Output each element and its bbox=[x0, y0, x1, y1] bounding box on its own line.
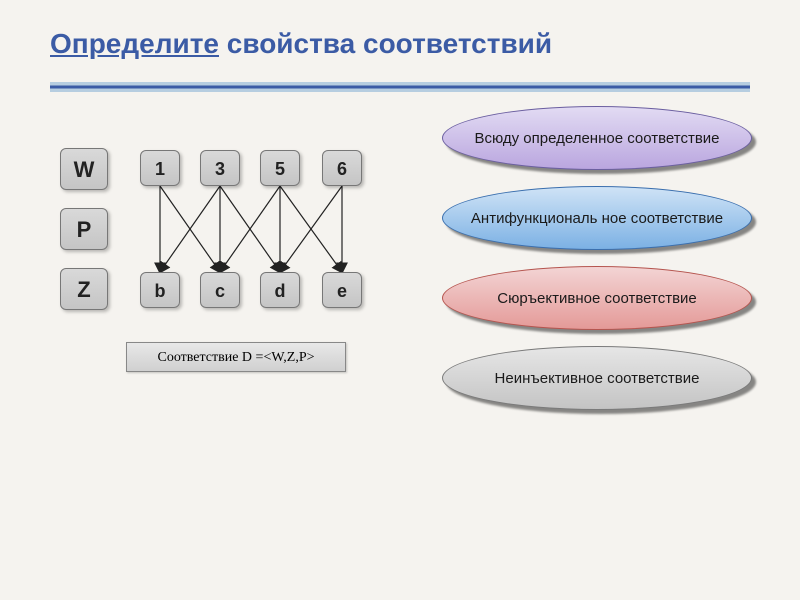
edge-n6-nd bbox=[280, 186, 342, 272]
pill-label: Неинъективное соответствие bbox=[495, 370, 700, 387]
node-n3: 3 bbox=[200, 150, 240, 186]
pill-label: Антифункциональ ное соответствие bbox=[471, 210, 723, 227]
node-nc: c bbox=[200, 272, 240, 308]
property-pill-1[interactable]: Антифункциональ ное соответствие bbox=[442, 186, 752, 250]
node-Z: Z bbox=[60, 268, 108, 310]
node-ne: e bbox=[322, 272, 362, 308]
divider bbox=[50, 82, 750, 92]
content: Соответствие D =<W,Z,P> WPZ 1356 bcde Всюд… bbox=[0, 92, 800, 532]
node-n6: 6 bbox=[322, 150, 362, 186]
header: Определите свойства соответствий bbox=[0, 0, 800, 68]
formula-box: Соответствие D =<W,Z,P> bbox=[126, 342, 346, 372]
node-n1: 1 bbox=[140, 150, 180, 186]
pill-label: Сюръективное соответствие bbox=[497, 290, 697, 307]
edge-n5-nc bbox=[220, 186, 280, 272]
edge-n3-nb bbox=[160, 186, 220, 272]
node-nb: b bbox=[140, 272, 180, 308]
edge-n5-ne bbox=[280, 186, 342, 272]
property-pill-3[interactable]: Неинъективное соответствие bbox=[442, 346, 752, 410]
pill-body: Антифункциональ ное соответствие bbox=[442, 186, 752, 250]
pill-label: Всюду определенное соответствие bbox=[474, 130, 719, 147]
property-pills: Всюду определенное соответствие Антифункц… bbox=[442, 106, 752, 410]
pill-body: Всюду определенное соответствие bbox=[442, 106, 752, 170]
node-P: P bbox=[60, 208, 108, 250]
node-n5: 5 bbox=[260, 150, 300, 186]
diagram: Соответствие D =<W,Z,P> WPZ 1356 bcde bbox=[50, 132, 390, 402]
pill-body: Неинъективное соответствие bbox=[442, 346, 752, 410]
title-underlined: Определите bbox=[50, 28, 219, 59]
node-nd: d bbox=[260, 272, 300, 308]
pill-body: Сюръективное соответствие bbox=[442, 266, 752, 330]
edge-n1-nc bbox=[160, 186, 220, 272]
property-pill-2[interactable]: Сюръективное соответствие bbox=[442, 266, 752, 330]
property-pill-0[interactable]: Всюду определенное соответствие bbox=[442, 106, 752, 170]
edge-n3-nd bbox=[220, 186, 280, 272]
page-title: Определите свойства соответствий bbox=[50, 28, 750, 60]
title-rest: свойства соответствий bbox=[219, 28, 552, 59]
node-W: W bbox=[60, 148, 108, 190]
